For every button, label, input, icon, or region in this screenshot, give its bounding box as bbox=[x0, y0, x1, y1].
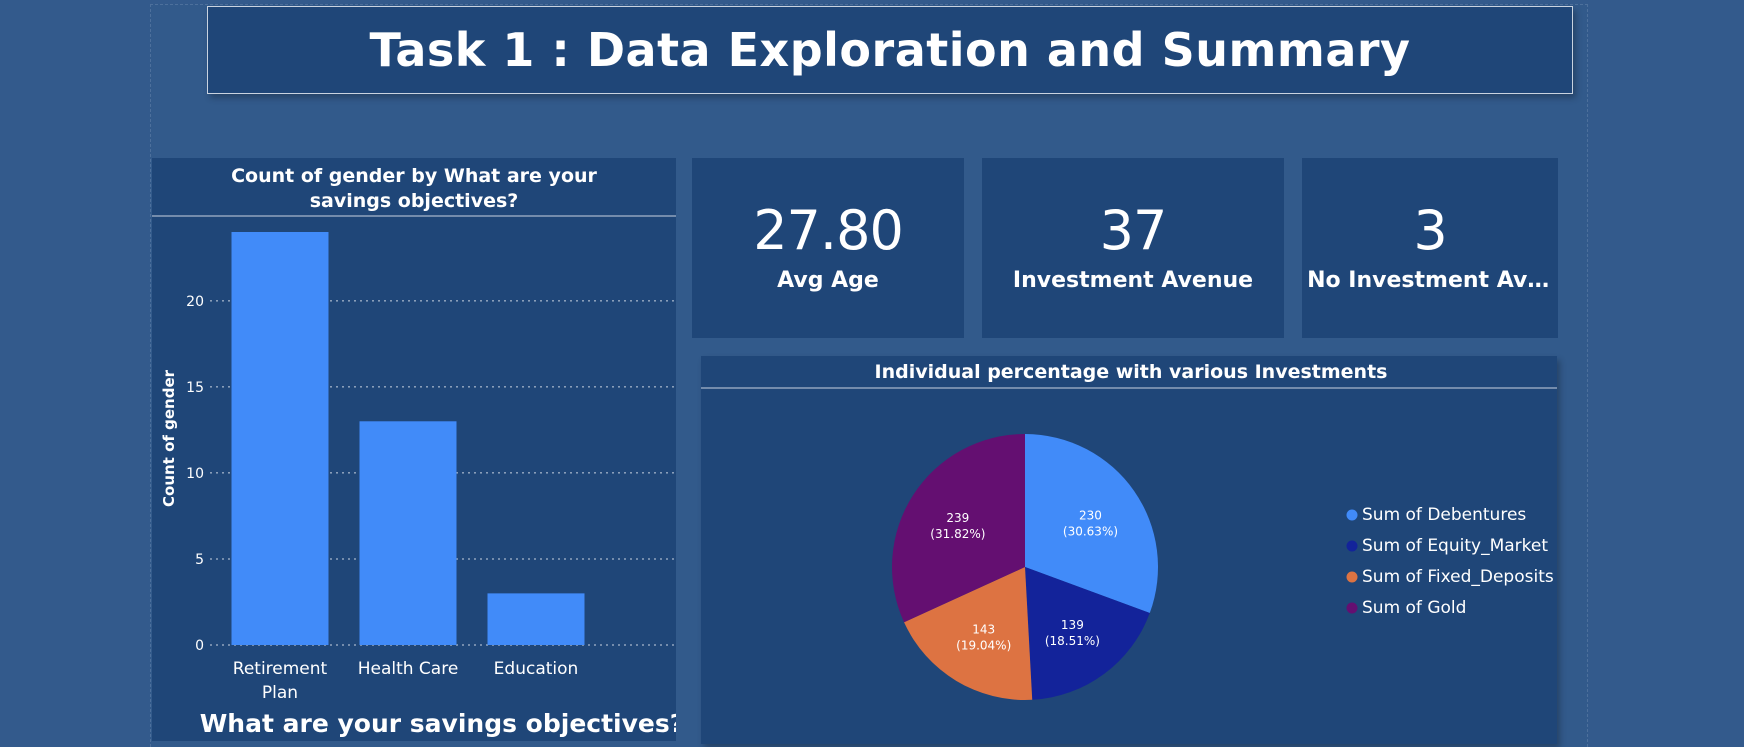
y-tick-label: 10 bbox=[186, 466, 204, 482]
kpi-card-avg-age[interactable]: 27.80 Avg Age bbox=[692, 158, 964, 338]
bar-chart[interactable]: Count of gender by What are your savings … bbox=[152, 158, 684, 741]
kpi-label: Investment Avenue bbox=[1012, 267, 1254, 293]
chart-title-line: savings objectives? bbox=[310, 190, 519, 212]
chart-title-line: Count of gender by What are your bbox=[231, 165, 597, 187]
y-tick-label: 20 bbox=[186, 294, 204, 310]
y-axis-label: Count of gender bbox=[160, 369, 178, 507]
legend-item[interactable]: Sum of Debentures bbox=[1362, 505, 1526, 525]
legend-marker bbox=[1346, 571, 1358, 583]
slice-data-label: 143 (19.04%) bbox=[956, 622, 1011, 652]
x-tick-label: Education bbox=[494, 659, 579, 679]
x-tick-label: Health Care bbox=[358, 659, 459, 679]
pie-slice[interactable] bbox=[1025, 567, 1150, 700]
slice-value: 230 bbox=[1079, 508, 1102, 522]
kpi-value: 37 bbox=[1099, 198, 1168, 262]
legend-marker bbox=[1346, 540, 1358, 552]
slice-percent: (19.04%) bbox=[956, 638, 1011, 652]
slice-data-label: 139 (18.51%) bbox=[1045, 618, 1100, 648]
slice-data-label: 230 (30.63%) bbox=[1063, 508, 1118, 538]
x-axis-label: What are your savings objectives? bbox=[200, 709, 676, 738]
pie-chart-panel[interactable]: Individual percentage with various Inves… bbox=[701, 356, 1557, 744]
kpi-card-investment-avenue[interactable]: 37 Investment Avenue bbox=[982, 158, 1284, 338]
x-tick-label-line: Education bbox=[494, 659, 579, 679]
pie-chart[interactable]: Individual percentage with various Inves… bbox=[701, 356, 1557, 744]
x-tick-label: Retirement Plan bbox=[233, 659, 328, 703]
chart-title: Individual percentage with various Inves… bbox=[875, 361, 1388, 383]
pie-slice[interactable] bbox=[892, 434, 1025, 623]
x-tick-label-line: Plan bbox=[262, 683, 298, 703]
kpi-value: 27.80 bbox=[753, 198, 904, 262]
y-tick-label: 0 bbox=[195, 638, 204, 654]
legend-item[interactable]: Sum of Equity_Market bbox=[1362, 536, 1548, 556]
slice-value: 143 bbox=[972, 622, 995, 636]
kpi-label: No Investment Aven... bbox=[1307, 267, 1553, 293]
legend-item[interactable]: Sum of Fixed_Deposits bbox=[1362, 567, 1554, 587]
y-tick-label: 5 bbox=[195, 552, 204, 568]
kpi-card-no-investment-avenue[interactable]: 3 No Investment Aven... bbox=[1302, 158, 1558, 338]
bar[interactable] bbox=[231, 232, 329, 645]
kpi-label: Avg Age bbox=[777, 267, 879, 293]
pie-slice[interactable] bbox=[904, 567, 1033, 700]
slice-value: 139 bbox=[1061, 618, 1084, 632]
legend-item[interactable]: Sum of Gold bbox=[1362, 598, 1466, 618]
bar[interactable] bbox=[359, 421, 457, 645]
x-tick-label-line: Health Care bbox=[358, 659, 459, 679]
chart-title: Count of gender by What are your savings … bbox=[231, 165, 597, 212]
slice-percent: (30.63%) bbox=[1063, 524, 1118, 538]
title-banner: Task 1 : Data Exploration and Summary bbox=[207, 6, 1573, 94]
x-tick-label-line: Retirement bbox=[233, 659, 328, 679]
y-tick-label: 15 bbox=[186, 380, 204, 396]
bar-chart-panel[interactable]: Count of gender by What are your savings … bbox=[152, 158, 684, 741]
bar[interactable] bbox=[487, 593, 585, 645]
slice-percent: (18.51%) bbox=[1045, 634, 1100, 648]
slice-data-label: 239 (31.82%) bbox=[930, 511, 985, 541]
page-title: Task 1 : Data Exploration and Summary bbox=[369, 23, 1411, 77]
slice-percent: (31.82%) bbox=[930, 527, 985, 541]
legend-marker bbox=[1346, 602, 1358, 614]
pie-slice[interactable] bbox=[1025, 434, 1158, 614]
legend-marker bbox=[1346, 509, 1358, 521]
slice-value: 239 bbox=[946, 511, 969, 525]
kpi-value: 3 bbox=[1413, 198, 1447, 262]
